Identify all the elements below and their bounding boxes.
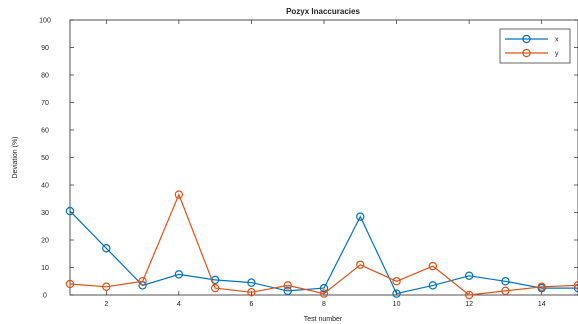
data-point <box>428 261 438 271</box>
x-tick-label: 6 <box>249 301 253 308</box>
x-tick-label: 2 <box>104 301 108 308</box>
data-point <box>283 286 292 296</box>
legend: xy <box>499 28 571 64</box>
y-tick-label: 90 <box>41 45 49 52</box>
series-y <box>65 190 578 300</box>
y-tick-label: 10 <box>41 265 49 272</box>
y-axis: 0 10 20 30 40 50 60 70 80 90 100 <box>39 18 578 300</box>
data-point <box>247 278 256 287</box>
data-point <box>356 260 365 269</box>
y-tick-label: 30 <box>41 210 49 217</box>
legend-box <box>499 28 571 64</box>
legend-marker <box>522 48 531 58</box>
x-axis: 2 4 6 8 10 12 14 <box>104 20 546 308</box>
data-point <box>102 282 111 291</box>
legend-label: x <box>555 37 559 44</box>
y-tick-label: 70 <box>41 100 49 107</box>
data-point <box>319 289 329 298</box>
data-point <box>102 244 111 253</box>
x-tick-label: 12 <box>465 301 473 308</box>
x-axis-label: Test number <box>304 316 343 323</box>
data-point <box>464 271 474 280</box>
y-tick-label: 0 <box>43 293 47 300</box>
series-x <box>65 206 578 298</box>
x-tick-label: 4 <box>177 301 181 308</box>
data-point <box>392 289 401 298</box>
plot-area <box>69 19 578 296</box>
data-point <box>428 281 438 290</box>
data-point <box>573 281 578 290</box>
data-point <box>65 206 75 216</box>
data-point <box>392 277 401 286</box>
x-tick-label: 8 <box>322 301 326 308</box>
data-point <box>501 286 510 296</box>
series-line <box>69 210 578 295</box>
y-tick-label: 20 <box>41 238 49 245</box>
y-tick-label: 80 <box>41 73 49 80</box>
data-point <box>501 277 510 286</box>
legend-marker <box>522 34 531 44</box>
data-point <box>174 190 184 199</box>
y-tick-label: 50 <box>41 155 49 162</box>
data-point <box>356 212 365 221</box>
chart-title: Pozyx Inaccuracies <box>286 7 360 16</box>
data-point <box>573 283 578 293</box>
legend-label: y <box>555 51 559 58</box>
data-point <box>174 270 184 279</box>
data-point <box>247 288 256 297</box>
y-axis-label: Deviation (%) <box>12 136 19 178</box>
x-tick-label: 10 <box>393 301 401 308</box>
y-tick-label: 100 <box>39 18 51 25</box>
series-layer <box>65 190 578 300</box>
data-point <box>138 277 147 286</box>
x-tick-label: 14 <box>538 301 546 308</box>
data-point <box>319 283 329 293</box>
data-point <box>464 290 474 300</box>
data-point <box>283 281 292 290</box>
data-point <box>210 283 220 293</box>
data-point <box>537 282 546 291</box>
data-point <box>65 279 75 289</box>
y-tick-label: 60 <box>41 128 49 135</box>
y-tick-label: 40 <box>41 183 49 190</box>
series-line <box>69 192 578 296</box>
